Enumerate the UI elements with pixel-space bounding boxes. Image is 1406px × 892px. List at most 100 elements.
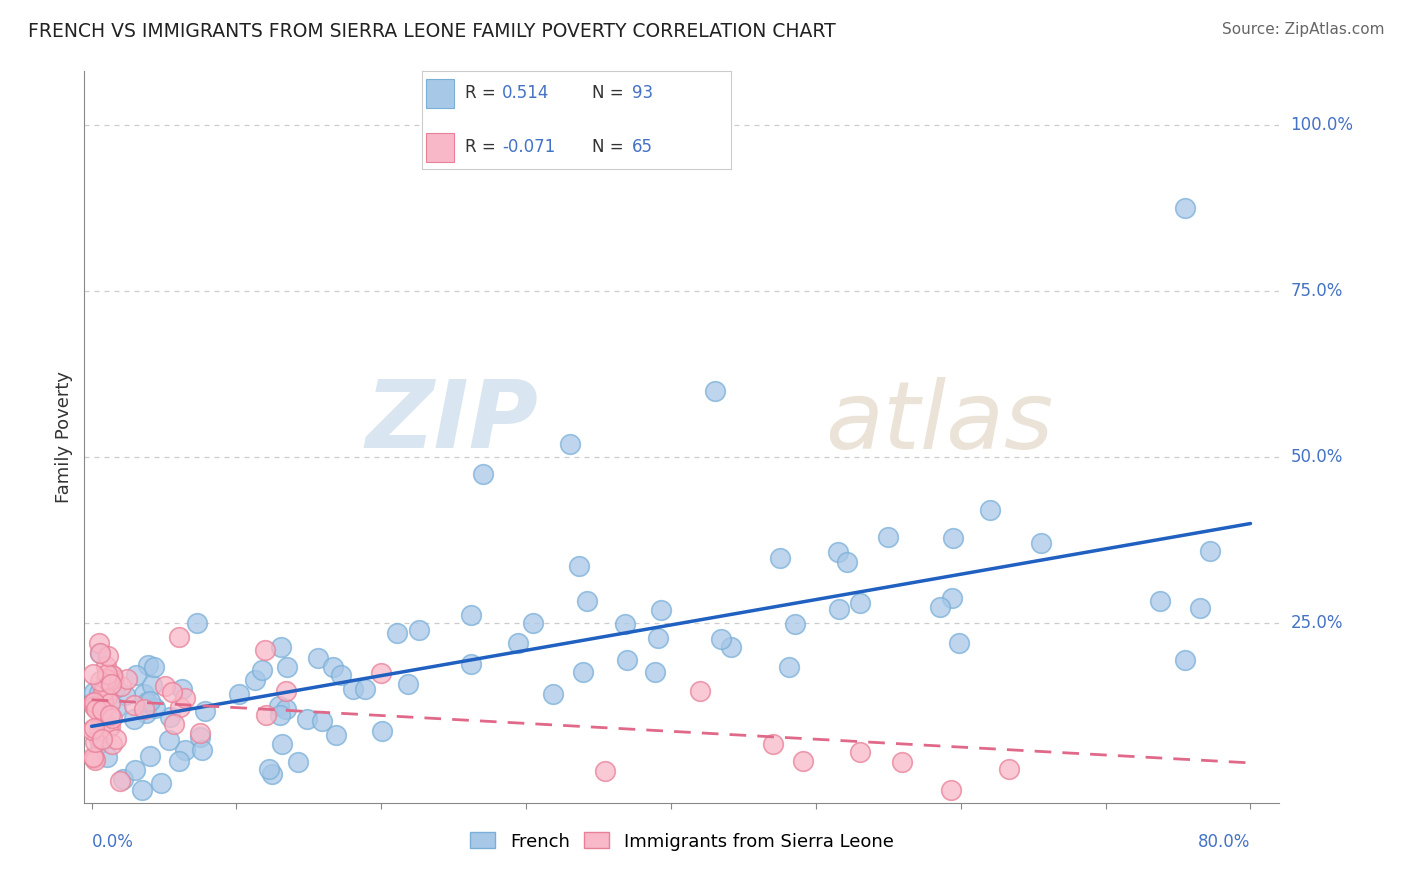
Point [143,700,166,714]
Legend: French, Immigrants from Sierra Leone: French, Immigrants from Sierra Leone [461,823,903,860]
Point [108,774,131,789]
Point [91,685,114,699]
Point [325,728,347,742]
Point [877,530,900,544]
Point [307,651,329,665]
Point [647,631,669,645]
Point [710,632,733,646]
Point [254,707,277,722]
Point [110,680,132,694]
Point [104,731,127,746]
Text: 50.0%: 50.0% [1291,448,1343,466]
Point [848,745,870,759]
Point [159,710,181,724]
Point [948,636,970,650]
Point [575,593,598,607]
Text: 93: 93 [633,85,654,103]
Point [720,640,742,655]
Point [89,646,111,660]
Point [138,694,160,708]
Point [942,531,965,545]
Point [174,690,197,705]
Point [644,665,666,679]
Point [83,735,105,749]
Point [122,713,145,727]
Point [257,762,280,776]
Point [785,617,807,632]
Point [408,623,430,637]
Y-axis label: Family Poverty: Family Poverty [55,371,73,503]
Point [157,732,180,747]
Point [342,681,364,696]
Text: N =: N = [592,138,623,156]
Point [89,674,111,689]
Point [979,503,1001,517]
Point [91,731,114,746]
Point [132,687,155,701]
Point [84,753,107,767]
Point [87,636,110,650]
Point [90,703,112,717]
Point [835,555,858,569]
Point [508,636,530,650]
Point [941,591,963,605]
Point [91,694,114,708]
Point [890,755,912,769]
Point [998,762,1021,776]
Point [101,737,124,751]
Point [103,672,125,686]
Point [194,704,217,718]
Point [228,688,250,702]
Point [276,684,298,698]
Text: 75.0%: 75.0% [1291,282,1343,300]
Point [190,742,212,756]
Point [460,608,482,623]
Point [371,724,394,739]
Text: -0.071: -0.071 [502,138,555,156]
Point [167,754,190,768]
Text: ZIP: ZIP [366,376,538,468]
Point [396,676,419,690]
Point [153,679,176,693]
Text: 25.0%: 25.0% [1291,615,1343,632]
Point [311,714,333,729]
Point [131,782,153,797]
Text: 100.0%: 100.0% [1291,116,1354,134]
Point [792,755,814,769]
Point [170,681,193,696]
Point [269,698,291,713]
Point [91,702,114,716]
Point [270,737,292,751]
Point [94,672,117,686]
Point [650,603,672,617]
Point [98,673,121,688]
Point [82,750,104,764]
Point [80,723,103,737]
Point [260,767,283,781]
Point [136,695,159,709]
Point [124,764,146,778]
Point [103,669,125,683]
Text: Source: ZipAtlas.com: Source: ZipAtlas.com [1222,22,1385,37]
FancyBboxPatch shape [426,133,454,162]
Point [83,685,105,699]
Point [689,683,711,698]
Point [186,615,208,630]
Point [115,672,138,686]
Point [1149,594,1171,608]
Point [1029,536,1052,550]
Point [100,677,122,691]
Point [254,643,277,657]
Point [83,751,105,765]
Point [97,721,120,735]
Point [89,723,111,737]
Point [105,701,128,715]
Point [778,659,800,673]
Point [82,666,104,681]
Point [558,436,581,450]
Point [150,776,173,790]
Point [83,721,105,735]
Point [762,737,785,751]
Point [87,730,110,744]
Point [1174,653,1197,667]
